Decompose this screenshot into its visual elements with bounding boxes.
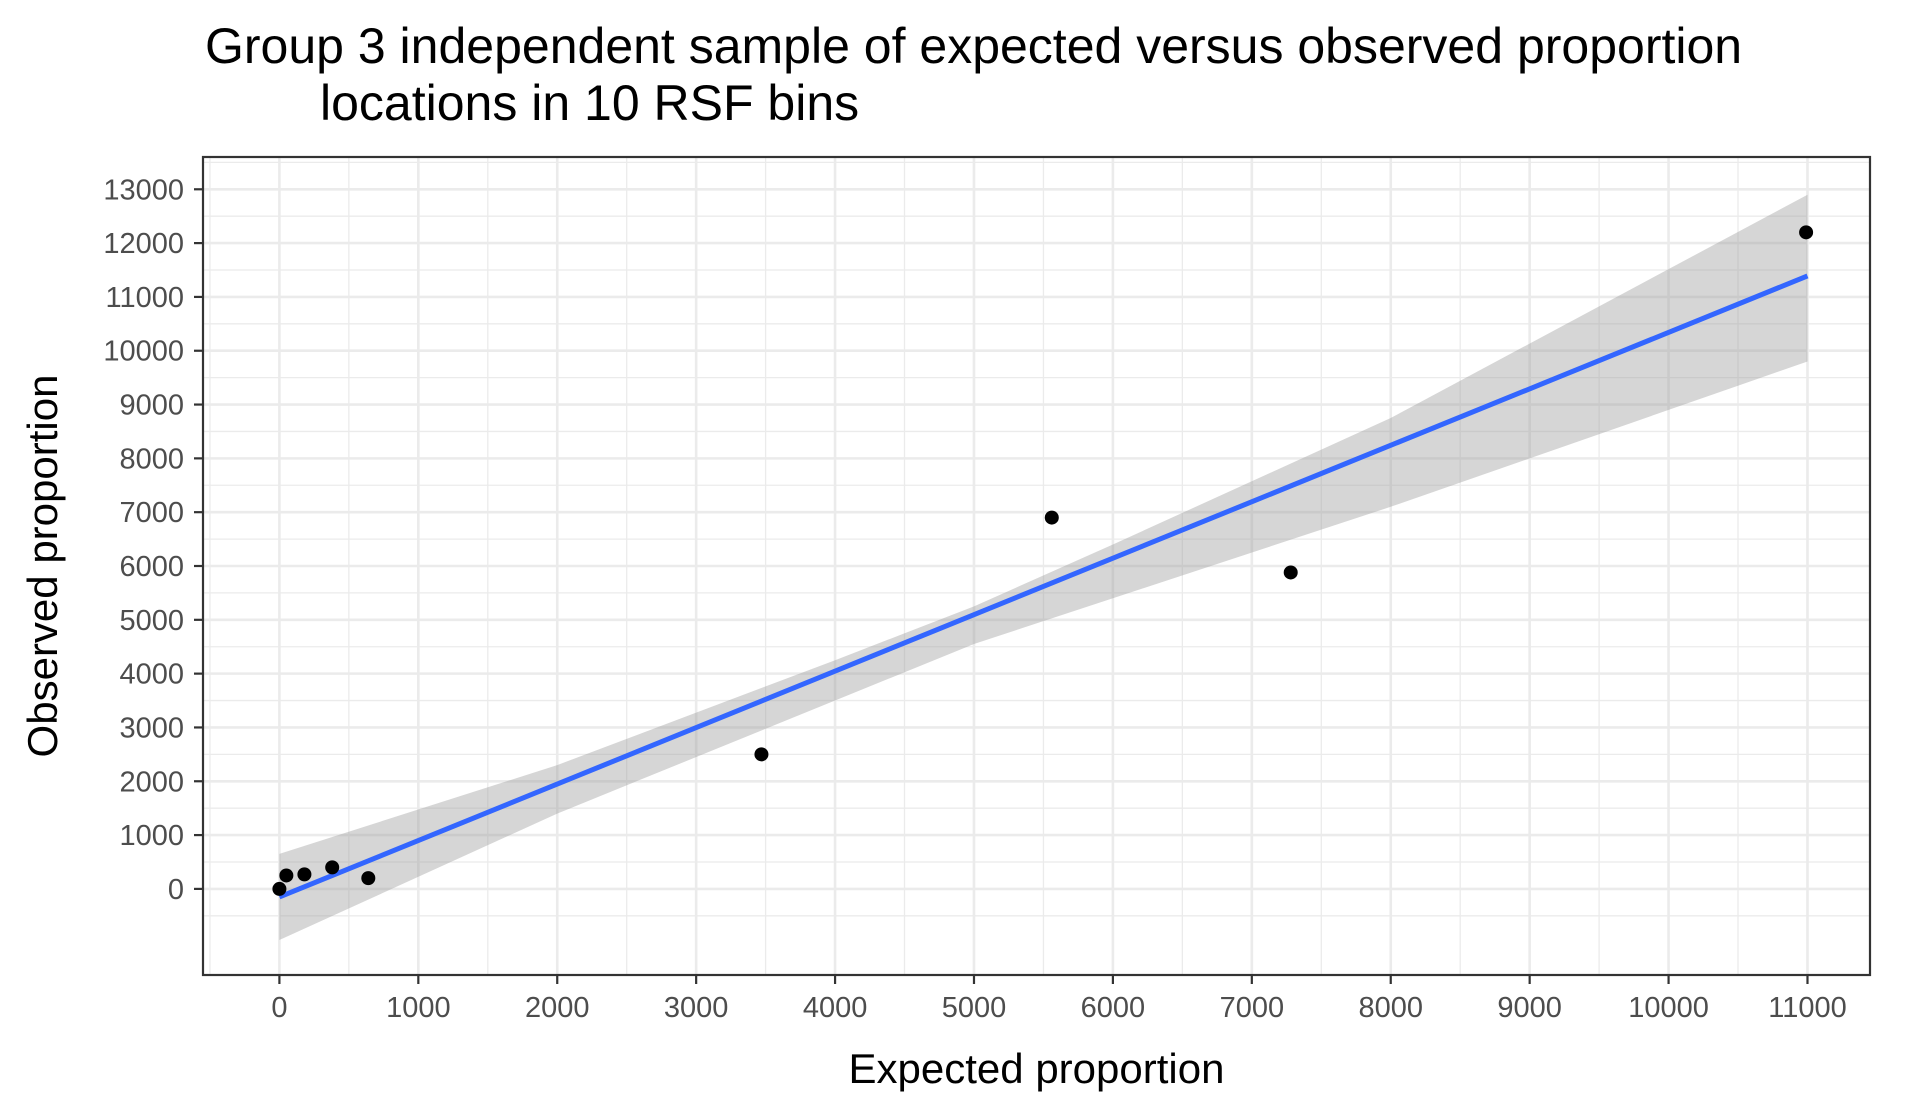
x-tick-label: 11000 [1768,992,1847,1024]
y-tick-label: 11000 [106,282,185,314]
y-tick-label: 0 [168,874,184,906]
y-tick-label: 4000 [119,659,184,691]
data-point [754,747,769,762]
x-tick-label: 2000 [525,992,590,1024]
y-tick-label: 7000 [119,497,184,529]
x-tick-label: 5000 [942,992,1007,1024]
x-tick-label: 10000 [1628,992,1709,1024]
y-axis-title: Observed proportion [19,375,66,758]
x-tick-label: 8000 [1358,992,1423,1024]
data-point [1799,225,1814,240]
y-tick-label: 13000 [103,174,184,206]
x-tick-label: 7000 [1220,992,1285,1024]
x-tick-label: 0 [271,992,287,1024]
y-tick-label: 5000 [119,605,184,637]
y-tick-label: 12000 [103,228,184,260]
data-point [279,868,294,883]
x-tick-label: 9000 [1497,992,1562,1024]
x-tick-label: 4000 [803,992,868,1024]
y-tick-label: 8000 [119,443,184,475]
x-tick-label: 3000 [664,992,729,1024]
y-tick-label: 9000 [119,390,184,422]
regression-line [278,273,1809,900]
data-point [1044,510,1059,525]
data-point [325,860,340,875]
chart-title-line-1: Group 3 independent sample of expected v… [205,18,1743,74]
y-axis-ticks: 0 1000 2000 3000 4000 5000 6000 7000 8000 9000 100… [103,174,203,906]
y-tick-label: 1000 [119,820,184,852]
x-axis-ticks: 0 1000 2000 3000 4000 5000 6000 7000 8000 9000 100… [271,975,1847,1024]
x-tick-label: 1000 [386,992,451,1024]
data-point [1283,565,1298,580]
x-tick-label: 6000 [1081,992,1146,1024]
y-tick-label: 10000 [103,336,184,368]
chart-title-line-2: locations in 10 RSF bins [320,75,860,131]
data-point [272,881,287,896]
y-tick-label: 6000 [119,551,184,583]
data-point [361,871,376,886]
data-points [272,225,1814,896]
y-tick-label: 3000 [119,712,184,744]
y-tick-label: 2000 [119,766,184,798]
data-point [297,867,312,882]
major-gridlines [203,157,1870,975]
chart-title: Group 3 independent sample of expected v… [205,18,1742,132]
x-axis-title: Expected proportion [849,1045,1225,1092]
confidence-band [279,194,1808,940]
